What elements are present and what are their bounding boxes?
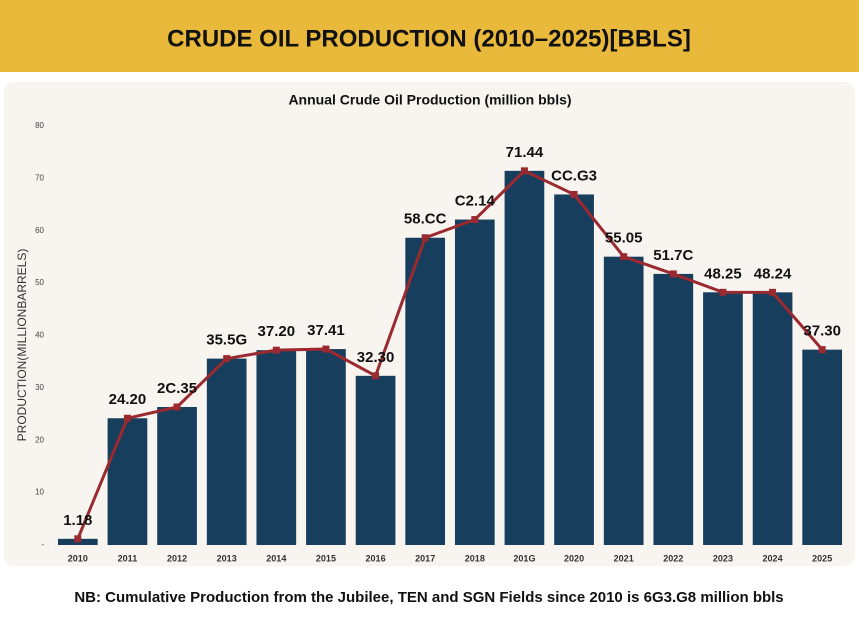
line-marker	[669, 270, 677, 278]
data-label: 37.41	[307, 322, 345, 339]
data-label: 1.18	[63, 512, 92, 529]
bar	[504, 170, 545, 545]
y-tick-label: 30	[35, 383, 44, 392]
line-marker	[570, 190, 578, 198]
x-tick-label: 2024	[763, 553, 783, 563]
bar	[355, 375, 396, 545]
y-tick-label: 60	[35, 226, 44, 235]
line-marker	[620, 253, 628, 261]
bar	[206, 358, 247, 545]
x-tick-label: 2022	[663, 553, 683, 563]
y-tick-label: 80	[35, 121, 44, 130]
data-label: 48.24	[754, 265, 792, 282]
data-label: 37.30	[803, 323, 841, 340]
data-label: 71.44	[506, 144, 544, 161]
data-label: 37.20	[258, 323, 296, 340]
line-marker	[372, 372, 380, 380]
footnote: NB: Cumulative Production from the Jubil…	[74, 589, 783, 606]
line-marker	[421, 234, 429, 242]
y-tick-label: 70	[35, 173, 44, 182]
line-marker	[223, 355, 231, 363]
line-marker	[74, 535, 82, 543]
x-tick-label: 2015	[316, 553, 336, 563]
bar	[603, 256, 644, 545]
x-tick-label: 2010	[68, 553, 88, 563]
bar	[802, 349, 843, 545]
y-tick-label: -	[41, 540, 44, 549]
data-label: 35.5G	[206, 332, 247, 349]
trend-line	[76, 169, 824, 540]
page-title: CRUDE OIL PRODUCTION (2010–2025)[BBLS]	[167, 25, 691, 52]
bar	[256, 350, 297, 545]
x-tick-label: 2017	[415, 553, 435, 563]
line-marker	[272, 346, 280, 354]
x-tick-label: 2013	[217, 553, 237, 563]
x-tick-label: 201G	[513, 553, 535, 563]
x-tick-label: 2025	[812, 553, 832, 563]
data-label: 51.7C	[653, 247, 693, 264]
data-label: 2C.35	[157, 380, 197, 397]
line-marker	[123, 414, 131, 422]
line-marker	[471, 216, 479, 224]
x-tick-label: 2012	[167, 553, 187, 563]
x-tick-label: 2014	[266, 553, 286, 563]
line-marker	[322, 345, 330, 353]
line-marker	[719, 288, 727, 296]
y-tick-label: 50	[35, 278, 44, 287]
line-marker	[520, 167, 528, 175]
bar	[703, 292, 743, 545]
y-tick-label: 20	[35, 435, 44, 444]
x-tick-label: 2021	[614, 553, 634, 563]
line-marker	[769, 288, 777, 296]
x-tick-label: 2011	[118, 553, 138, 563]
bar	[752, 292, 793, 545]
bar	[306, 349, 346, 545]
line-marker	[173, 403, 181, 411]
bar	[653, 273, 694, 545]
bar	[454, 219, 495, 545]
x-tick-label: 2018	[465, 553, 485, 563]
y-tick-label: 40	[35, 331, 44, 340]
data-label: 58.CC	[404, 211, 447, 228]
chart-title: Annual Crude Oil Production (million bbl…	[288, 92, 571, 108]
y-tick-label: 10	[35, 488, 44, 497]
header-band	[0, 0, 859, 72]
bar	[107, 418, 148, 545]
data-label: 24.20	[109, 391, 147, 408]
y-axis-label: PRODUCTION(MILLIONBARRELS)	[15, 249, 29, 442]
bar	[405, 237, 446, 545]
data-label: C2.14	[455, 193, 496, 210]
bar	[554, 194, 594, 545]
x-tick-label: 2023	[713, 553, 733, 563]
data-label: 32.30	[357, 349, 395, 366]
bar	[157, 406, 197, 545]
x-tick-label: 2020	[564, 553, 584, 563]
data-label: 48.25	[704, 265, 742, 282]
data-label: 55.05	[605, 230, 643, 247]
data-label: CC.G3	[551, 167, 597, 184]
x-tick-label: 2016	[366, 553, 386, 563]
line-marker	[818, 346, 826, 354]
